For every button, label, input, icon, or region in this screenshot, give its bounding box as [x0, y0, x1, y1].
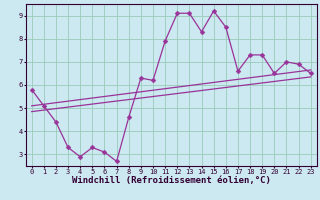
X-axis label: Windchill (Refroidissement éolien,°C): Windchill (Refroidissement éolien,°C) — [72, 176, 271, 185]
